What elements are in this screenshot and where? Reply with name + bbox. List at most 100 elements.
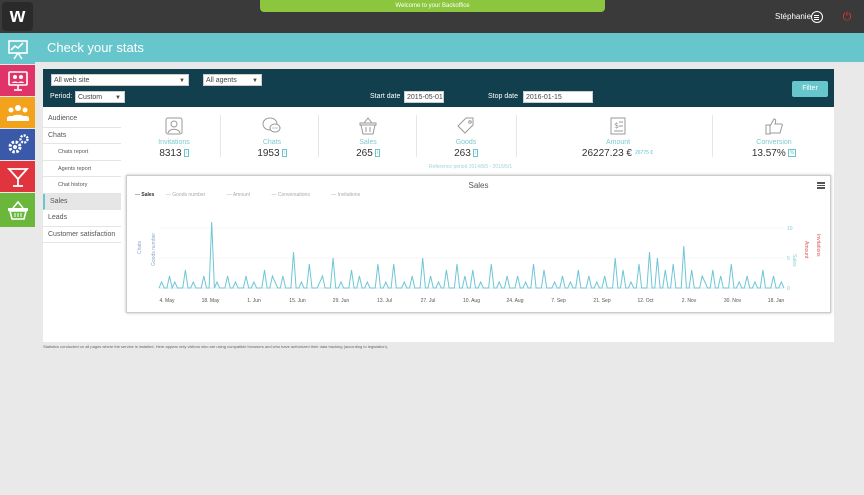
user-icon (165, 117, 183, 135)
x-tick-label: 18. May (202, 298, 220, 304)
top-bar: w Welcome to your Backoffice Stéphanie ⏻ (0, 0, 864, 33)
stat-label: Conversion (756, 139, 792, 146)
agents-select-value: All agents (206, 77, 237, 84)
x-tick-label: 24. Aug (507, 298, 524, 304)
stat-number: 8313 (159, 148, 182, 159)
stat-divider (516, 115, 517, 157)
x-tick-label: 30. Nov (724, 298, 742, 304)
reference-period: Reference period 2014/8/5 - 2015/5/1 (429, 164, 513, 170)
start-date-input[interactable]: 2015-05-01 (404, 91, 444, 103)
right-tick-label: 5 (787, 256, 790, 262)
x-tick-label: 2. Nov (682, 298, 697, 304)
sales-line-chart: Chats Goods number Sales Amount Invitati… (137, 221, 821, 304)
stat-label: Amount (605, 139, 631, 146)
receipt-icon: $ (610, 117, 626, 135)
sidenav-filler (0, 227, 35, 495)
user-name[interactable]: Stéphanie (775, 12, 812, 21)
x-tick-label: 21. Sep (593, 298, 610, 304)
axis-label-chats: Chats (137, 240, 143, 254)
filter-bar: All web site ▼ All agents ▼ Period: Custom… (43, 69, 834, 107)
chart-menu-icon[interactable] (817, 182, 825, 189)
sidenav-visitors[interactable] (0, 65, 35, 96)
legend-label: Sales (141, 192, 155, 198)
x-tick-label: 4. May (159, 298, 175, 304)
footnote: Statistics conducted on all pages where … (43, 344, 389, 349)
svg-text:$: $ (614, 121, 619, 130)
info-badge[interactable]: i (472, 149, 478, 158)
cocktail-icon (6, 167, 29, 187)
chart-legend: — Sales — Goods number — Amount — Conver… (135, 192, 380, 198)
axis-label-goods-number: Goods number (151, 233, 157, 266)
axis-label-amount: Amount (803, 241, 809, 259)
x-tick-label: 27. Jul (421, 298, 436, 304)
website-select-value: All web site (54, 77, 90, 84)
stat-conversion: Conversion 13.57%% (728, 111, 820, 171)
stat-divider (220, 115, 221, 157)
right-axis-ticks: 0 5 10 (787, 226, 793, 292)
stat-number: 1953 (257, 148, 280, 159)
shopping-basket-icon (7, 200, 28, 220)
legend-item-invitations[interactable]: — Invitations (331, 192, 361, 198)
agents-select[interactable]: All agents ▼ (203, 74, 262, 86)
start-date-label: Start date (370, 93, 401, 100)
stat-label: Invitations (158, 139, 190, 146)
chevron-down-icon: ▼ (115, 95, 121, 101)
stop-date-input[interactable]: 2016-01-15 (523, 91, 593, 103)
monitor-users-icon (7, 70, 28, 91)
period-select-value: Custom (78, 94, 103, 101)
legend-item-sales[interactable]: — Sales (135, 192, 155, 198)
stat-value: 13.57%% (728, 148, 820, 159)
legend-item-goods-number[interactable]: — Goods number (165, 192, 206, 198)
logout-icon[interactable]: ⏻ (842, 11, 852, 23)
legend-label: Conversations (277, 192, 310, 198)
website-select[interactable]: All web site ▼ (51, 74, 189, 86)
chart-title: Sales (468, 181, 489, 190)
info-badge[interactable]: i (374, 149, 380, 158)
x-tick-label: 13. Jul (377, 298, 392, 304)
x-tick-label: 12. Oct (637, 298, 654, 304)
menu-item-sales[interactable]: Sales (43, 193, 121, 210)
info-badge[interactable]: i (183, 149, 189, 158)
x-tick-label: 15. Jun (289, 298, 306, 304)
sidenav-stats[interactable] (0, 33, 35, 64)
stop-date-label: Stop date (488, 93, 518, 100)
stat-value: 8313 i (128, 148, 220, 159)
menu-item-chats-report[interactable]: Chats report (43, 144, 121, 161)
filter-button[interactable]: Filter (792, 81, 828, 97)
menu-item-chat-history[interactable]: Chat history (43, 177, 121, 194)
menu-item-audience[interactable]: Audience (43, 111, 121, 128)
gears-icon (8, 133, 29, 153)
legend-label: Invitations (337, 192, 361, 198)
stat-label: Sales (359, 139, 377, 146)
x-tick-label: 10. Aug (463, 298, 480, 304)
stat-chats: Chats 1953 i (226, 111, 318, 171)
menu-item-chats[interactable]: Chats (43, 128, 121, 144)
info-badge[interactable]: i (281, 149, 287, 158)
stat-value: 26227.23 €26775 € (572, 148, 664, 159)
app-logo[interactable]: w (2, 2, 33, 31)
user-menu-icon[interactable] (811, 11, 823, 23)
stat-number: 13.57% (751, 148, 786, 159)
presentation-chart-icon (7, 39, 28, 59)
x-tick-label: 18. Jan (768, 298, 785, 304)
menu-item-leads[interactable]: Leads (43, 210, 121, 227)
sidenav-agents[interactable] (0, 97, 35, 128)
legend-item-amount[interactable]: — Amount (226, 192, 251, 198)
legend-item-conversations[interactable]: — Conversations (271, 192, 310, 198)
menu-item-customer-satisfaction[interactable]: Customer satisfaction (43, 227, 121, 243)
axis-label-invitations: Invitations (815, 234, 821, 257)
stat-number: 26227.23 € (581, 148, 632, 159)
thumbs-up-icon (765, 118, 783, 135)
info-badge[interactable]: % (787, 149, 797, 158)
sales-chart-card: Sales — Sales — Goods number — Amount — … (126, 175, 831, 313)
axis-label-sales: Sales (791, 254, 797, 267)
sidenav-shop[interactable] (0, 193, 35, 227)
sidenav-targeting[interactable] (0, 161, 35, 192)
stat-divider (416, 115, 417, 157)
menu-item-agents-report[interactable]: Agents report (43, 161, 121, 177)
x-tick-label: 7. Sep (551, 298, 566, 304)
legend-label: Amount (232, 192, 251, 198)
sidenav-settings[interactable] (0, 129, 35, 160)
period-select[interactable]: Custom ▼ (75, 91, 125, 103)
series-sales-line (158, 221, 785, 290)
